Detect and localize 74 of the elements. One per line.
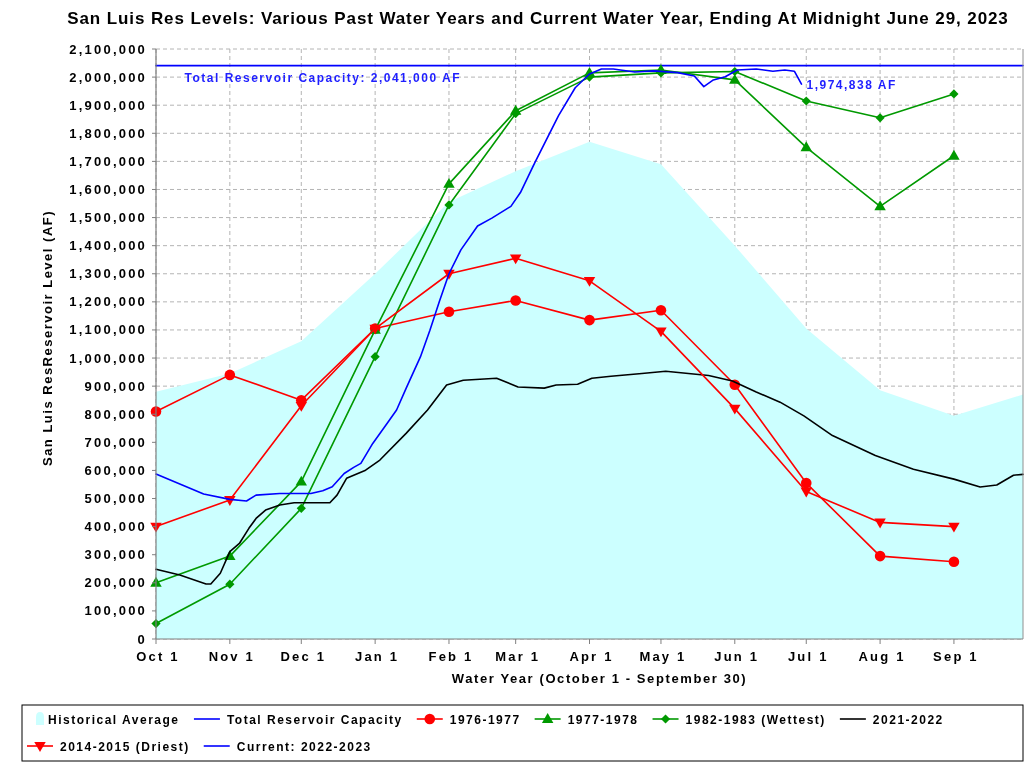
y-tick-label: 500,000 [84, 491, 147, 507]
point [584, 314, 595, 326]
point [225, 579, 235, 589]
chart-title: San Luis Res Levels: Various Past Water Years and Current Water Year, Ending At Midnight June 29, 2023 [67, 9, 1009, 28]
y-tick-label: 1,200,000 [69, 294, 147, 310]
point [875, 113, 885, 123]
legend-label: 1976-1977 [449, 712, 521, 727]
point [655, 305, 667, 316]
y-tick-label: 1,100,000 [69, 322, 147, 338]
y-tick-label: 1,400,000 [69, 238, 147, 254]
y-tick-label: 1,600,000 [69, 181, 147, 197]
point [509, 254, 522, 265]
point [444, 200, 454, 210]
point [295, 475, 308, 486]
y-tick-label: 600,000 [84, 462, 147, 478]
y-tick-label: 1,900,000 [69, 97, 147, 113]
x-tick-label: Oct 1 [136, 649, 180, 664]
y-tick-label: 400,000 [84, 519, 147, 535]
legend-label: 2021-2022 [872, 712, 944, 727]
legend-label: Total Reservoir Capacity [226, 712, 403, 727]
legend-label: Current: 2022-2023 [236, 739, 372, 754]
x-tick-label: Aug 1 [858, 649, 906, 664]
legend-label: 2014-2015 (Driest) [60, 739, 190, 754]
point [874, 550, 886, 562]
point [729, 404, 741, 415]
y-tick-label: 1,000,000 [69, 350, 147, 366]
x-tick-label: Jan 1 [355, 649, 400, 664]
x-tick-label: Sep 1 [933, 649, 979, 664]
y-tick-label: 1,500,000 [69, 210, 147, 226]
x-tick-label: Jul 1 [787, 649, 829, 664]
point [583, 276, 596, 287]
y-tick-label: 900,000 [84, 378, 147, 394]
point [443, 177, 455, 188]
x-tick-label: Feb 1 [428, 649, 474, 664]
point [296, 503, 306, 513]
point [948, 556, 960, 568]
y-tick-label: 2,000,000 [69, 69, 147, 85]
x-tick-label: Nov 1 [208, 649, 256, 664]
annotation: Total Reservoir Capacity: 2,041,000 AF [184, 71, 462, 86]
x-tick-label: May 1 [639, 649, 687, 664]
point [655, 327, 667, 338]
point [295, 401, 308, 412]
point [370, 352, 380, 362]
x-tick-label: Mar 1 [495, 649, 541, 664]
legend-label: Historical Average [48, 712, 180, 727]
point [874, 200, 886, 211]
x-tick-label: Jun 1 [714, 649, 760, 664]
x-tick-label: Dec 1 [280, 649, 327, 664]
y-tick-label: 800,000 [84, 406, 147, 422]
y-tick-label: 100,000 [84, 603, 147, 619]
legend-label: 1982-1983 (Wettest) [685, 712, 826, 727]
y-axis-title: San Luis ResReservoir Level (AF) [40, 209, 55, 467]
y-tick-label: 0 [137, 631, 147, 647]
y-tick-label: 1,800,000 [69, 125, 147, 141]
x-tick-label: Apr 1 [569, 649, 614, 664]
point [510, 295, 521, 306]
point [800, 477, 812, 489]
x-axis-title: Water Year (October 1 - September 30) [451, 671, 748, 686]
y-tick-label: 700,000 [84, 434, 147, 450]
legend-label: 1977-1978 [567, 712, 639, 727]
y-tick-label: 2,100,000 [69, 41, 147, 57]
y-tick-label: 200,000 [84, 575, 147, 591]
point [224, 369, 236, 381]
annotation: 1,974,838 AF [806, 77, 897, 92]
y-tick-label: 1,700,000 [69, 153, 147, 169]
point [948, 149, 960, 160]
y-tick-label: 1,300,000 [69, 266, 147, 282]
point [443, 306, 455, 317]
y-tick-label: 300,000 [84, 547, 147, 563]
point [948, 522, 960, 533]
line-series [155, 370, 1024, 585]
point [800, 141, 812, 152]
point [801, 96, 811, 106]
point [949, 89, 959, 99]
